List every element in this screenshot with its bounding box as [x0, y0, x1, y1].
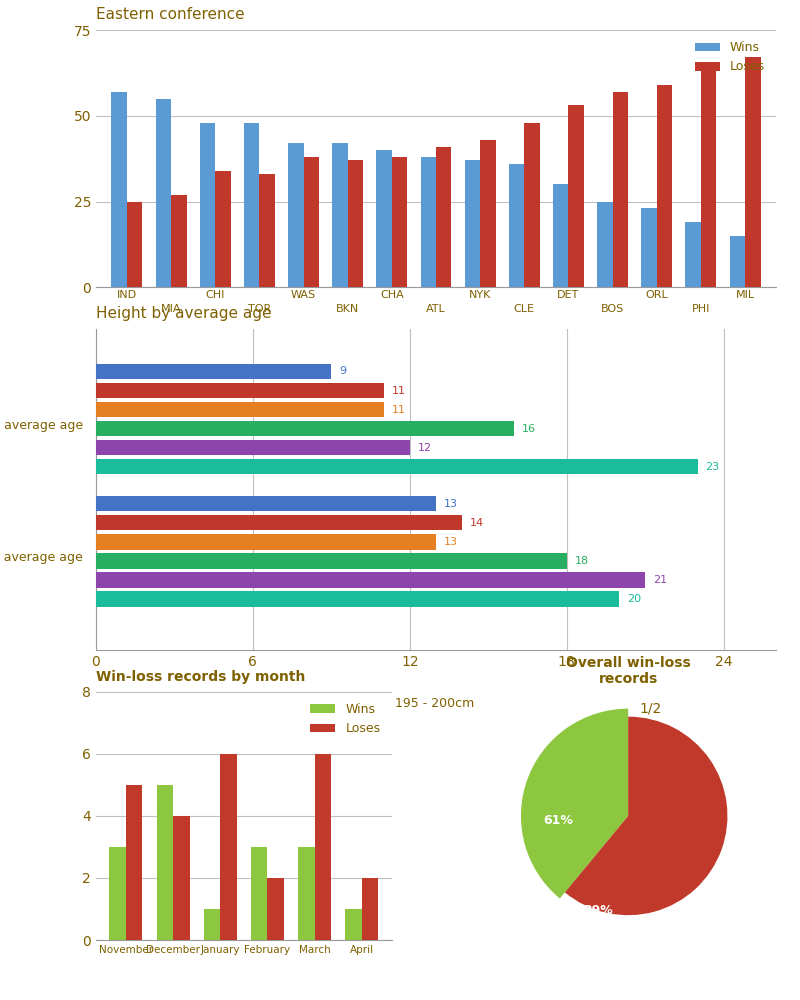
Text: 1/2: 1/2 — [639, 701, 662, 715]
Legend: Wins, Loses: Wins, Loses — [306, 698, 386, 740]
Text: PHI: PHI — [692, 304, 710, 314]
Bar — [480, 140, 496, 287]
Text: 9: 9 — [339, 366, 346, 376]
Bar — [96, 421, 514, 436]
Bar — [298, 847, 314, 940]
Bar — [173, 816, 190, 940]
Bar — [657, 85, 672, 287]
Bar — [127, 202, 142, 287]
Bar — [96, 383, 384, 398]
Bar — [362, 878, 378, 940]
Bar — [613, 92, 628, 287]
Bar — [96, 459, 698, 474]
Text: CHA: CHA — [380, 290, 404, 300]
Bar — [730, 236, 745, 287]
Text: DET: DET — [558, 290, 579, 300]
Text: 18: 18 — [574, 556, 589, 566]
Bar — [314, 754, 331, 940]
Text: 14: 14 — [470, 518, 484, 528]
Bar — [96, 534, 436, 550]
Bar — [96, 496, 436, 511]
Bar — [96, 364, 331, 379]
Bar — [436, 147, 451, 287]
Bar — [524, 123, 540, 287]
Text: 16: 16 — [522, 424, 536, 434]
Bar — [465, 160, 480, 287]
Text: CLE: CLE — [514, 304, 535, 314]
Text: Win-loss records by month: Win-loss records by month — [96, 670, 306, 684]
Bar — [686, 222, 701, 287]
Bar — [569, 105, 584, 287]
Bar — [96, 553, 566, 569]
Bar — [288, 143, 303, 287]
Text: 11: 11 — [391, 386, 406, 396]
Text: BOS: BOS — [601, 304, 624, 314]
Bar — [745, 57, 761, 287]
Text: NYK: NYK — [469, 290, 491, 300]
Bar — [204, 909, 220, 940]
Bar — [509, 164, 524, 287]
Wedge shape — [521, 709, 628, 899]
Wedge shape — [565, 717, 727, 915]
Bar — [259, 174, 275, 287]
Text: 11: 11 — [391, 405, 406, 415]
FancyArrowPatch shape — [680, 704, 688, 713]
FancyArrowPatch shape — [626, 704, 634, 713]
Bar — [303, 157, 319, 287]
Text: ATL: ATL — [426, 304, 446, 314]
Bar — [215, 171, 230, 287]
Bar — [701, 71, 716, 287]
Bar — [348, 160, 363, 287]
Bar — [96, 440, 410, 455]
Bar — [111, 92, 127, 287]
Bar — [157, 785, 173, 940]
Bar — [220, 754, 237, 940]
Text: Below average age: Below average age — [0, 551, 83, 564]
Bar — [553, 184, 569, 287]
Text: Height by average age: Height by average age — [96, 306, 271, 321]
Bar — [392, 157, 407, 287]
Legend: Wins, Loses: Wins, Loses — [690, 36, 770, 79]
Bar — [251, 847, 267, 940]
Bar — [96, 591, 619, 607]
Bar — [96, 515, 462, 530]
Bar — [200, 123, 215, 287]
Text: MIA: MIA — [161, 304, 182, 314]
Text: 23: 23 — [706, 462, 719, 472]
Legend: <190cm, 190 - 195cm, 195 - 200cm: <190cm, 190 - 195cm, 195 - 200cm — [102, 692, 479, 715]
Text: WAS: WAS — [291, 290, 316, 300]
Text: 20: 20 — [627, 594, 641, 604]
Text: 12: 12 — [418, 443, 432, 453]
Bar — [332, 143, 348, 287]
Text: ORL: ORL — [646, 290, 668, 300]
Text: TOR: TOR — [248, 304, 271, 314]
Bar — [171, 195, 186, 287]
Bar — [421, 157, 436, 287]
Text: Above average age: Above average age — [0, 419, 83, 432]
Bar — [597, 202, 613, 287]
Title: Overall win-loss
records: Overall win-loss records — [566, 656, 690, 686]
Bar — [126, 785, 142, 940]
Text: MIL: MIL — [735, 290, 754, 300]
Bar — [96, 572, 646, 588]
Text: 61%: 61% — [544, 814, 574, 827]
Bar — [346, 909, 362, 940]
Text: 39%: 39% — [583, 904, 614, 917]
Bar — [376, 150, 392, 287]
Bar — [267, 878, 284, 940]
Text: 13: 13 — [444, 499, 458, 509]
Bar — [642, 208, 657, 287]
Bar — [96, 402, 384, 417]
Bar — [156, 99, 171, 287]
Text: IND: IND — [117, 290, 137, 300]
Text: BKN: BKN — [336, 304, 359, 314]
Text: 13: 13 — [444, 537, 458, 547]
Bar — [110, 847, 126, 940]
Text: Eastern conference: Eastern conference — [96, 7, 245, 22]
Text: CHI: CHI — [206, 290, 225, 300]
Bar — [244, 123, 259, 287]
Text: 21: 21 — [653, 575, 667, 585]
